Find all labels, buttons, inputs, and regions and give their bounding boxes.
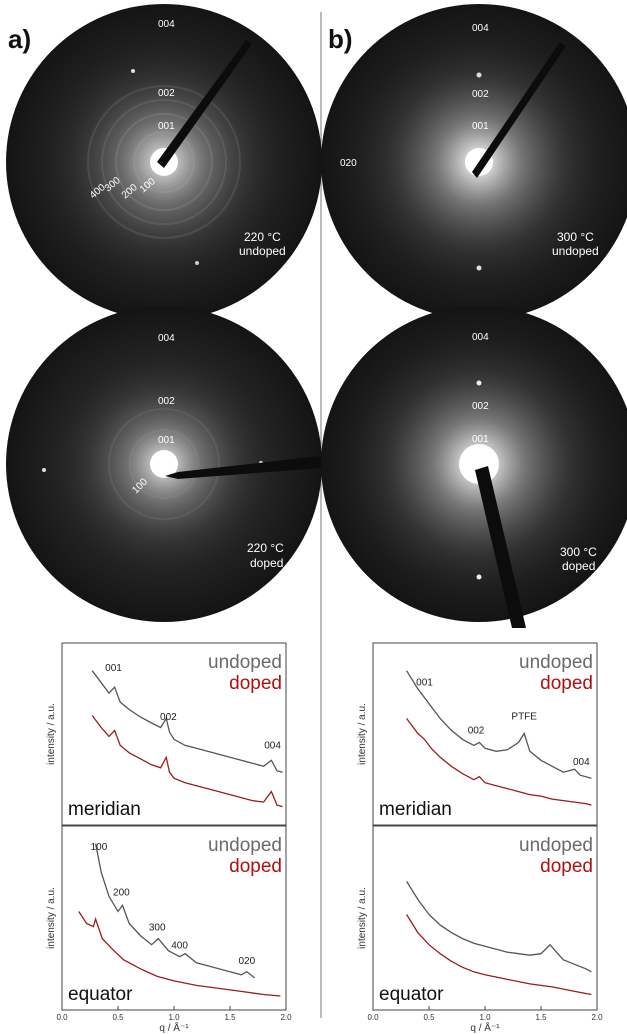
- series-line-undoped: [406, 670, 592, 779]
- panel-label-b: b): [328, 24, 353, 54]
- label-001: 001: [158, 435, 175, 446]
- label-001: 001: [472, 121, 489, 132]
- temperature-label: 220 °C: [247, 541, 284, 555]
- peak-label-001: 001: [105, 663, 122, 674]
- series-line-doped: [91, 715, 283, 808]
- peak-label-PTFE: PTFE: [511, 711, 537, 722]
- x-tick-label: 1.0: [168, 1013, 180, 1022]
- series-line-undoped: [406, 880, 592, 973]
- legend-undoped: undoped: [208, 835, 282, 856]
- series-line-doped: [78, 911, 281, 997]
- doping-label: undoped: [552, 244, 599, 258]
- x-axis-label: q / Å⁻¹: [159, 1021, 189, 1034]
- temperature-label: 300 °C: [557, 230, 594, 244]
- peak-label-300: 300: [149, 923, 166, 934]
- x-tick-label: 2.0: [591, 1013, 603, 1022]
- legend-undoped: undoped: [519, 835, 593, 856]
- diffraction-pattern-a-doped: 004 002 001 100 220 °C doped: [6, 306, 322, 622]
- x-tick-label: 1.5: [535, 1013, 547, 1022]
- label-004: 004: [158, 333, 175, 344]
- legend-doped: doped: [229, 673, 282, 694]
- peak-label-200: 200: [113, 887, 130, 898]
- label-001: 001: [158, 121, 175, 132]
- legend-doped: doped: [229, 856, 282, 877]
- series-line-doped: [406, 718, 592, 806]
- label-004: 004: [472, 23, 489, 34]
- plot-frame: [61, 642, 287, 826]
- label-002: 002: [158, 396, 175, 407]
- legend-undoped: undoped: [208, 652, 282, 673]
- y-axis-label: intensity / a.u.: [357, 887, 368, 949]
- label-002: 002: [472, 89, 489, 100]
- label-004: 004: [472, 332, 489, 343]
- doping-label: doped: [562, 559, 595, 573]
- x-tick-label: 0.5: [112, 1013, 124, 1022]
- legend-doped: doped: [540, 673, 593, 694]
- peak-label-002: 002: [160, 712, 177, 723]
- x-tick-label: 0.0: [56, 1013, 68, 1022]
- peak-label-400: 400: [171, 941, 188, 952]
- label-004: 004: [158, 19, 175, 30]
- x-tick-label: 0.0: [367, 1013, 379, 1022]
- x-tick-label: 1.5: [224, 1013, 236, 1022]
- direction-label: equator: [68, 984, 133, 1005]
- label-001: 001: [472, 434, 489, 445]
- doping-label: doped: [250, 556, 283, 570]
- temperature-label: 300 °C: [560, 545, 597, 559]
- peak-label-001: 001: [416, 678, 433, 689]
- direction-label: meridian: [379, 799, 452, 820]
- direction-label: meridian: [68, 799, 141, 820]
- diffraction-pattern-a-undoped: 004 002 001 400 300 200 100 220 °C undop…: [6, 4, 322, 320]
- intensity-profiles: intensity / a.u.undopeddopedmeridian0010…: [46, 642, 603, 1034]
- y-axis-label: intensity / a.u.: [357, 703, 368, 765]
- direction-label: equator: [379, 984, 444, 1005]
- legend-doped: doped: [540, 856, 593, 877]
- peak-label-100: 100: [91, 842, 108, 853]
- series-line-doped: [406, 914, 592, 996]
- temperature-label: 220 °C: [244, 230, 281, 244]
- peak-label-004: 004: [264, 740, 281, 751]
- panel-label-a: a): [8, 24, 31, 54]
- label-002: 002: [472, 401, 489, 412]
- peak-label-004: 004: [573, 757, 590, 768]
- plot-frame: [372, 642, 598, 826]
- peak-label-020: 020: [238, 956, 255, 967]
- y-axis-label: intensity / a.u.: [46, 703, 57, 765]
- y-axis-label: intensity / a.u.: [46, 887, 57, 949]
- series-line-undoped: [91, 670, 283, 773]
- label-020: 020: [340, 158, 357, 169]
- diffraction-pattern-b-doped: 004 002 001 300 °C doped: [321, 306, 627, 628]
- doping-label: undoped: [239, 244, 286, 258]
- series-line-undoped: [94, 843, 256, 979]
- legend-undoped: undoped: [519, 652, 593, 673]
- diffraction-pattern-b-undoped: 004 002 001 020 300 °C undoped: [321, 4, 627, 320]
- x-tick-label: 0.5: [423, 1013, 435, 1022]
- x-tick-label: 1.0: [479, 1013, 491, 1022]
- peak-label-002: 002: [468, 725, 485, 736]
- x-tick-label: 2.0: [280, 1013, 292, 1022]
- label-002: 002: [158, 88, 175, 99]
- x-axis-label: q / Å⁻¹: [470, 1021, 500, 1034]
